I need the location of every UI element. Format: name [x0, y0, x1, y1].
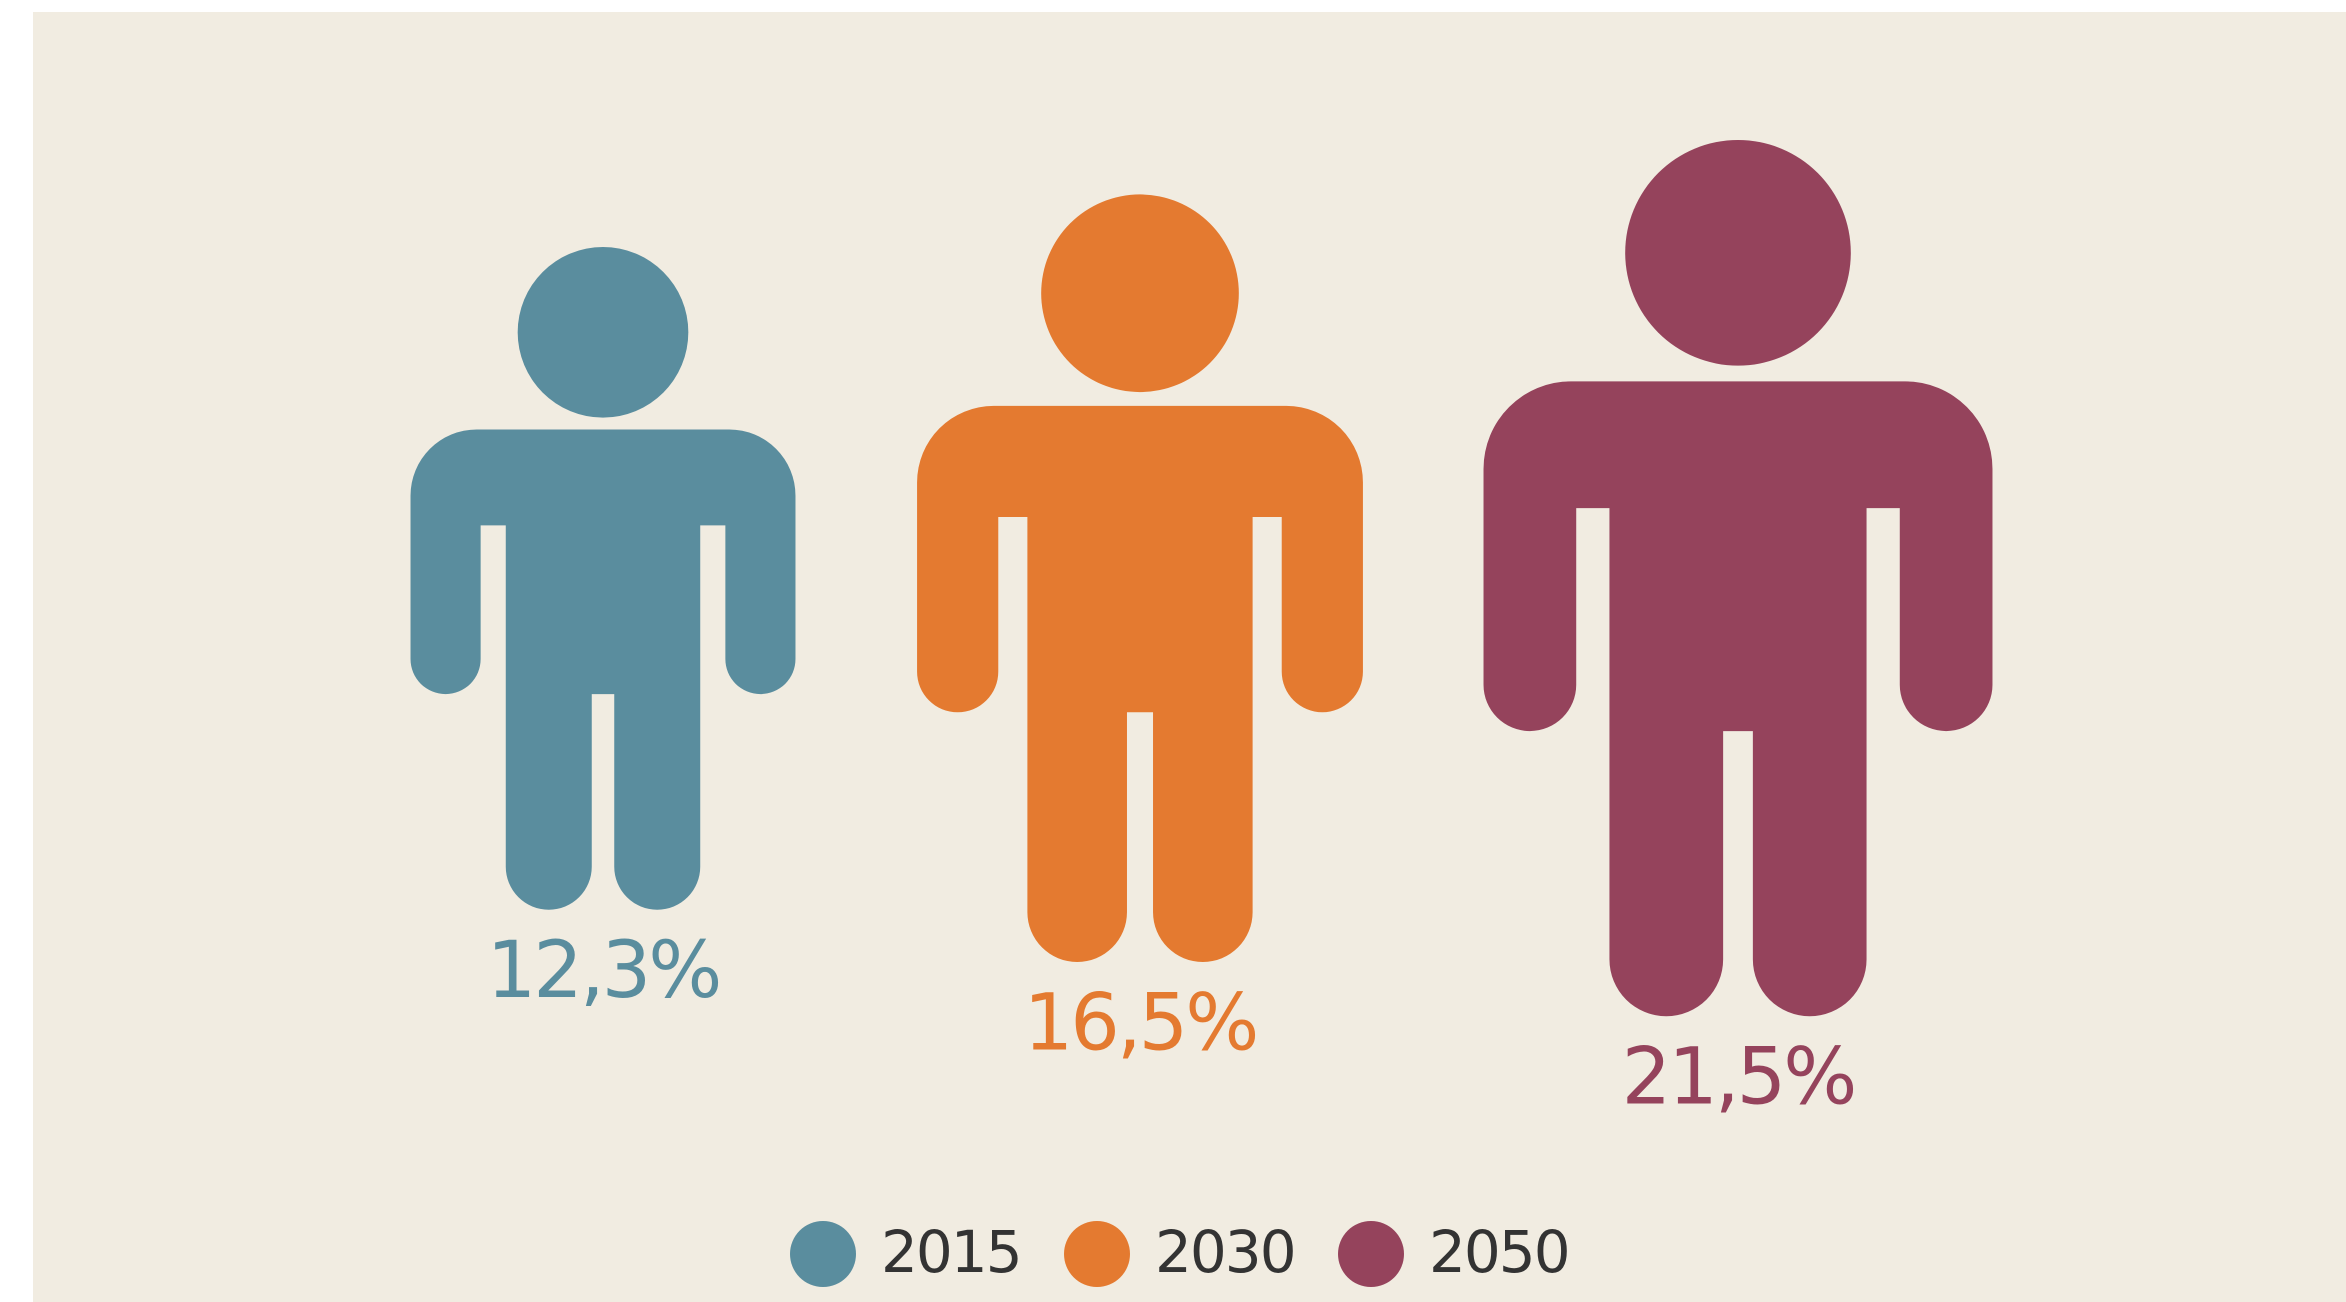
legend-label: 2030: [1155, 1218, 1295, 1286]
legend-swatch: [790, 1221, 856, 1287]
legend-label: 2015: [881, 1218, 1021, 1286]
figure-body: [917, 405, 1363, 962]
value-label: 16,5%: [1024, 979, 1257, 1069]
value-label: 21,5%: [1622, 1033, 1855, 1123]
legend-swatch: [1338, 1221, 1404, 1287]
figure-head: [1041, 194, 1239, 393]
legend-label: 2050: [1429, 1218, 1569, 1286]
figure-body: [410, 429, 796, 910]
figure-head: [1625, 139, 1851, 366]
figure-body: [1483, 381, 1993, 1017]
value-label: 12,3%: [487, 926, 720, 1016]
figure-head: [517, 246, 689, 418]
legend-swatch: [1064, 1221, 1130, 1287]
